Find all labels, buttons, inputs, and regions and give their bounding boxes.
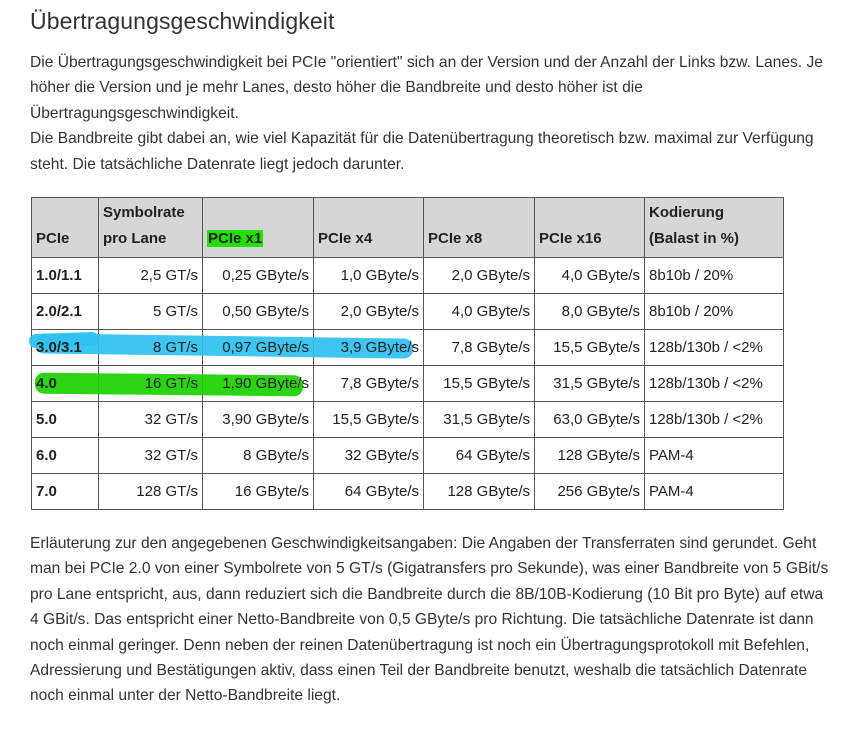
row-symbolrate: 32 GT/s — [98, 401, 203, 438]
table-row: 2.0/2.1 5 GT/s 0,50 GByte/s 2,0 GByte/s … — [31, 293, 784, 330]
header-pcie: PCIe — [31, 197, 99, 258]
table-row-highlighted-green: 4.0 16 GT/s 1,90 GByte/s 7,8 GByte/s 15,… — [31, 365, 784, 402]
row-x1: 0,25 GByte/s — [202, 257, 314, 294]
row-version: 1.0/1.1 — [31, 257, 99, 294]
table-header-row: PCIe Symbolrate pro Lane PCIe x1 PCIe x4… — [31, 197, 784, 258]
header-pcie-x4: PCIe x4 — [313, 197, 424, 258]
row-version: 2.0/2.1 — [31, 293, 99, 330]
row-x4: 1,0 GByte/s — [313, 257, 424, 294]
row-symbolrate: 16 GT/s — [98, 365, 203, 402]
row-x4: 64 GByte/s — [313, 473, 424, 510]
row-x1: 8 GByte/s — [202, 437, 314, 474]
row-symbolrate: 8 GT/s — [98, 329, 203, 366]
row-x1: 0,97 GByte/s — [202, 329, 314, 366]
row-version: 6.0 — [31, 437, 99, 474]
row-x16: 15,5 GByte/s — [534, 329, 645, 366]
table-row: 5.0 32 GT/s 3,90 GByte/s 15,5 GByte/s 31… — [31, 401, 784, 438]
row-x4: 32 GByte/s — [313, 437, 424, 474]
row-x8: 15,5 GByte/s — [423, 365, 535, 402]
table-row-highlighted-blue: 3.0/3.1 8 GT/s 0,97 GByte/s 3,9 GByte/s … — [31, 329, 784, 366]
header-kodierung: Kodierung (Balast in %) — [644, 197, 784, 258]
row-x16: 256 GByte/s — [534, 473, 645, 510]
row-x1: 16 GByte/s — [202, 473, 314, 510]
row-version: 7.0 — [31, 473, 99, 510]
table-row: 7.0 128 GT/s 16 GByte/s 64 GByte/s 128 G… — [31, 473, 784, 510]
row-x16: 63,0 GByte/s — [534, 401, 645, 438]
header-pcie-x8: PCIe x8 — [423, 197, 535, 258]
row-x1: 3,90 GByte/s — [202, 401, 314, 438]
row-x16: 128 GByte/s — [534, 437, 645, 474]
row-x4: 7,8 GByte/s — [313, 365, 424, 402]
row-kodierung: PAM-4 — [644, 437, 784, 474]
row-x8: 64 GByte/s — [423, 437, 535, 474]
row-kodierung: 128b/130b / <2% — [644, 401, 784, 438]
row-symbolrate: 2,5 GT/s — [98, 257, 203, 294]
row-x8: 128 GByte/s — [423, 473, 535, 510]
row-kodierung: PAM-4 — [644, 473, 784, 510]
row-version: 3.0/3.1 — [31, 329, 99, 366]
header-pcie-x16: PCIe x16 — [534, 197, 645, 258]
row-x8: 7,8 GByte/s — [423, 329, 535, 366]
pcie-speed-table: PCIe Symbolrate pro Lane PCIe x1 PCIe x4… — [31, 197, 784, 510]
row-kodierung: 8b10b / 20% — [644, 257, 784, 294]
row-version: 5.0 — [31, 401, 99, 438]
row-x16: 31,5 GByte/s — [534, 365, 645, 402]
table-row: 6.0 32 GT/s 8 GByte/s 32 GByte/s 64 GByt… — [31, 437, 784, 474]
intro-paragraph-1: Die Übertragungsgeschwindigkeit bei PCIe… — [30, 54, 823, 122]
row-x8: 31,5 GByte/s — [423, 401, 535, 438]
row-symbolrate: 5 GT/s — [98, 293, 203, 330]
row-version: 4.0 — [31, 365, 99, 402]
header-pcie-x1: PCIe x1 — [202, 197, 314, 258]
explanation-text: Erläuterung zur den angegebenen Geschwin… — [30, 535, 829, 705]
row-x8: 4,0 GByte/s — [423, 293, 535, 330]
pcie-speed-table-wrapper: PCIe Symbolrate pro Lane PCIe x1 PCIe x4… — [28, 197, 784, 510]
row-kodierung: 128b/130b / <2% — [644, 329, 784, 366]
row-symbolrate: 32 GT/s — [98, 437, 203, 474]
row-symbolrate: 128 GT/s — [98, 473, 203, 510]
row-x4: 2,0 GByte/s — [313, 293, 424, 330]
row-kodierung: 128b/130b / <2% — [644, 365, 784, 402]
intro-paragraph-2: Die Bandbreite gibt dabei an, wie viel K… — [30, 130, 814, 173]
row-x1: 0,50 GByte/s — [202, 293, 314, 330]
row-kodierung: 8b10b / 20% — [644, 293, 784, 330]
row-x16: 4,0 GByte/s — [534, 257, 645, 294]
row-x8: 2,0 GByte/s — [423, 257, 535, 294]
row-x4: 3,9 GByte/s — [313, 329, 424, 366]
row-x4: 15,5 GByte/s — [313, 401, 424, 438]
table-row: 1.0/1.1 2,5 GT/s 0,25 GByte/s 1,0 GByte/… — [31, 257, 784, 294]
row-x1: 1,90 GByte/s — [202, 365, 314, 402]
row-x16: 8,0 GByte/s — [534, 293, 645, 330]
page-title: Übertragungsgeschwindigkeit — [30, 8, 335, 34]
header-symbolrate: Symbolrate pro Lane — [98, 197, 203, 258]
intro-text: Die Übertragungsgeschwindigkeit bei PCIe… — [30, 50, 830, 177]
